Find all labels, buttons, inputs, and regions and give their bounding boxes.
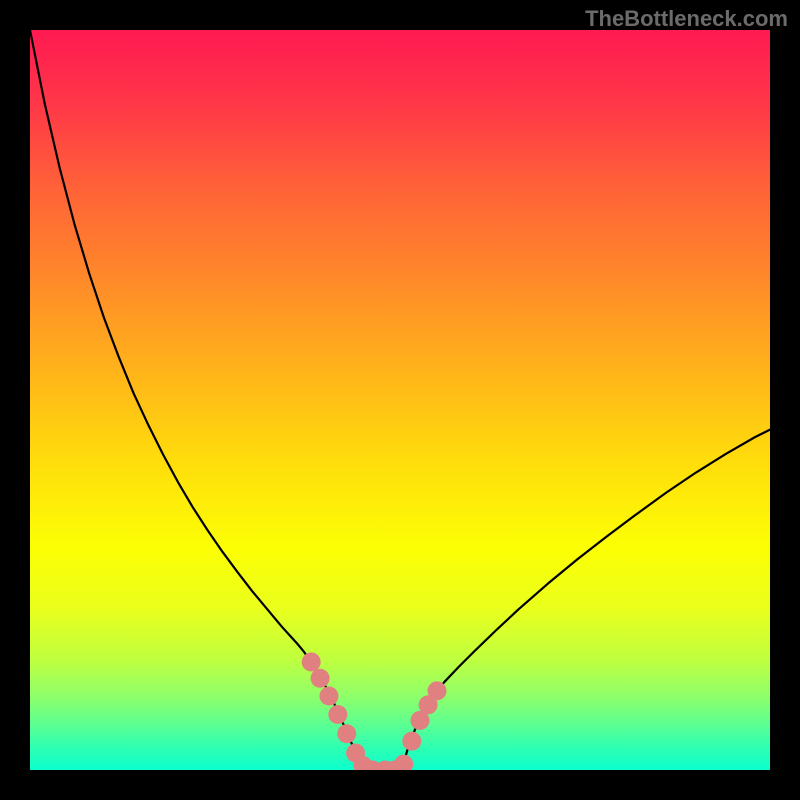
watermark-text: TheBottleneck.com — [585, 6, 788, 32]
highlight-dot — [394, 755, 413, 770]
highlight-dot — [302, 652, 321, 671]
highlight-dot — [328, 705, 347, 724]
highlight-dot — [319, 687, 338, 706]
highlight-dot — [311, 669, 330, 688]
highlight-dot — [337, 724, 356, 743]
plot-area — [30, 30, 770, 770]
highlight-dot — [402, 732, 421, 751]
curves-layer — [30, 30, 770, 770]
highlight-dots — [302, 652, 447, 770]
highlight-dot — [428, 681, 447, 700]
curve-right — [401, 430, 770, 770]
